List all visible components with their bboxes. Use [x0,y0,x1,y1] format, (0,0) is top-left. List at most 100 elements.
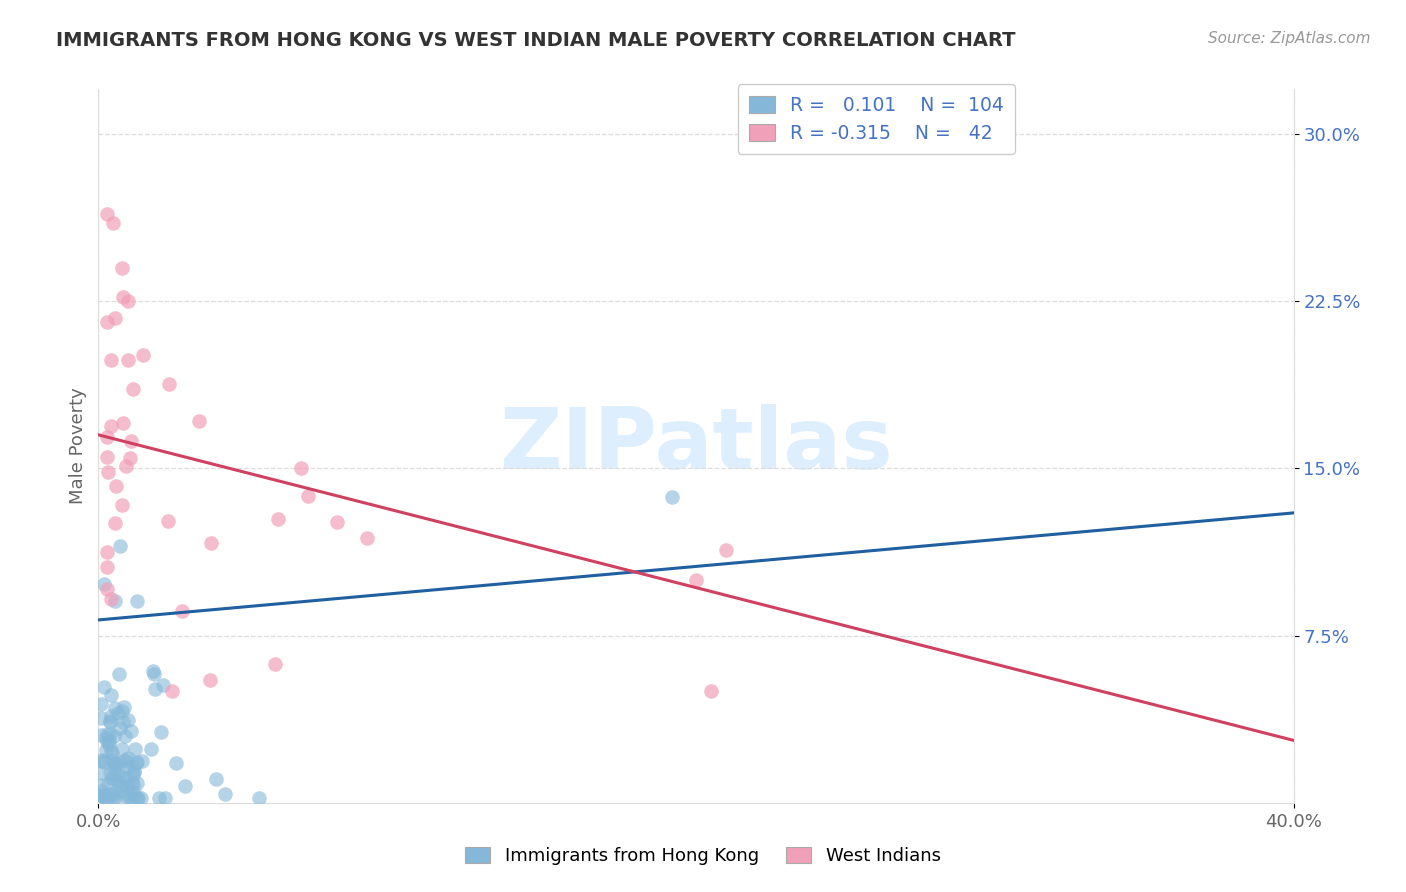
Point [115,790,138,805]
Point [156,515,179,529]
Point [96,727,118,741]
Point [118,451,141,466]
Point [214,787,236,801]
Point [198,673,221,687]
Point [114,729,136,743]
Point [96,559,118,574]
Point [96,735,118,749]
Point [93,756,115,770]
Point [122,777,145,791]
Point [142,664,165,678]
Point [103,730,125,744]
Point [98,737,121,751]
Point [117,713,139,727]
Point [100,689,122,703]
Point [125,791,148,805]
Point [93,789,115,804]
Point [117,751,139,765]
Point [122,764,145,779]
Point [117,789,139,803]
Point [356,531,378,545]
Point [142,667,165,681]
Point [98,714,121,728]
Point [104,594,127,608]
Point [100,591,122,606]
Point [117,293,139,308]
Point [98,727,121,741]
Point [122,382,145,396]
Point [108,755,131,769]
Point [103,757,125,772]
Point [100,744,122,758]
Point [90,711,112,725]
Point [104,516,127,531]
Point [100,419,122,434]
Point [96,207,118,221]
Point [127,791,149,805]
Point [131,754,153,768]
Point [700,684,723,698]
Point [143,681,166,696]
Point [111,714,134,729]
Point [101,791,124,805]
Point [111,416,134,430]
Point [100,709,122,723]
Point [96,430,118,444]
Point [157,376,180,391]
Legend: R =   0.101    N =  104, R = -0.315    N =   42: R = 0.101 N = 104, R = -0.315 N = 42 [738,85,1015,154]
Point [98,715,121,730]
Point [96,545,118,559]
Point [127,775,149,789]
Point [120,723,142,738]
Point [173,779,195,793]
Point [90,753,112,767]
Point [97,466,120,480]
Point [111,260,134,275]
Point [172,604,194,618]
Point [122,785,145,799]
Point [148,791,170,805]
Point [685,574,707,588]
Legend: Immigrants from Hong Kong, West Indians: Immigrants from Hong Kong, West Indians [458,839,948,872]
Point [98,766,121,780]
Point [96,450,118,464]
Point [111,769,134,783]
Point [91,765,114,780]
Point [100,753,122,767]
Point [200,536,222,550]
Point [94,791,117,805]
Text: Source: ZipAtlas.com: Source: ZipAtlas.com [1208,31,1371,46]
Y-axis label: Male Poverty: Male Poverty [69,388,87,504]
Point [103,216,125,230]
Point [110,784,132,798]
Point [103,767,125,781]
Point [297,489,319,503]
Point [155,791,177,805]
Point [93,680,115,694]
Point [117,353,139,368]
Point [96,731,118,746]
Point [90,754,112,768]
Point [96,791,118,805]
Point [90,789,112,803]
Point [100,746,122,760]
Point [93,577,115,591]
Point [103,311,125,326]
Point [247,791,270,805]
Point [131,348,153,362]
Point [104,756,127,771]
Point [101,771,124,785]
Text: IMMIGRANTS FROM HONG KONG VS WEST INDIAN MALE POVERTY CORRELATION CHART: IMMIGRANTS FROM HONG KONG VS WEST INDIAN… [56,31,1015,50]
Point [122,789,145,803]
Point [125,594,148,608]
Point [104,701,127,715]
Point [121,767,143,781]
Point [110,721,132,735]
Point [114,771,136,785]
Point [107,768,129,782]
Point [90,698,112,712]
Point [112,699,135,714]
Point [120,434,142,449]
Point [94,742,117,756]
Point [661,490,683,504]
